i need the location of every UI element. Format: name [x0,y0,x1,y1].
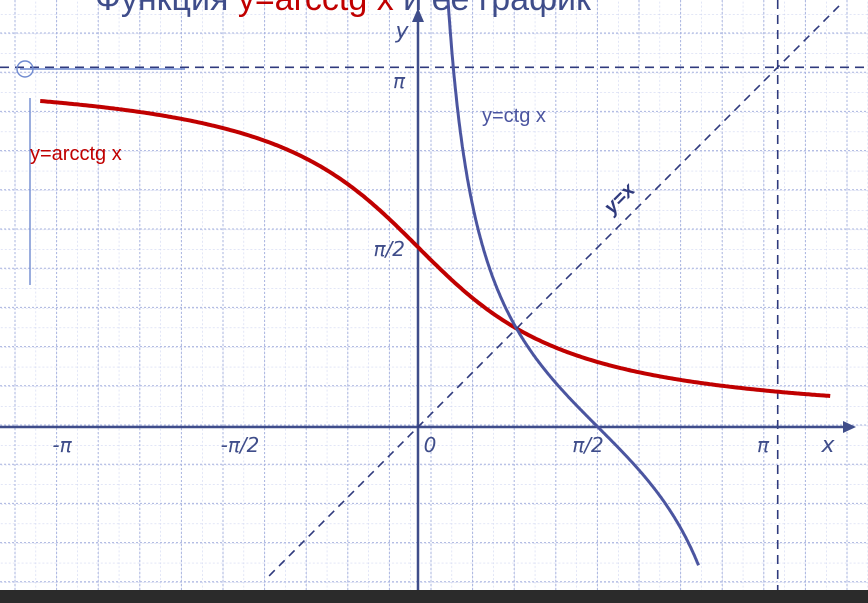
title-suffix: и ее график [394,0,592,18]
x-tick-label: -π [52,433,72,457]
chart-title: Функция y=arcctg x и ее график [95,0,592,18]
grid-lines [0,0,868,590]
guide-lines [0,0,868,590]
y-axis-arrow [412,8,424,22]
x-tick-label: π/2 [572,433,604,457]
x-tick-label: π [757,433,770,457]
y-tick-label: π [393,69,406,93]
series-ctg [446,0,700,566]
grid-background [0,0,868,590]
decor-circle [16,60,34,78]
x-axis-arrow [843,421,856,433]
x-axis-label: x [820,433,835,458]
curves [40,0,843,577]
series-arcctg [40,99,831,398]
series-label-ctg: y=ctg x [482,105,546,127]
axes [0,8,856,590]
x-tick-label: -π/2 [221,433,260,457]
y-tick-label: π/2 [373,237,405,261]
bottom-bar [0,590,868,603]
title-highlight: y=arcctg x [238,0,394,18]
x-tick-label: 0 [424,433,437,457]
title-prefix: Функция [95,0,238,18]
y-axis-label: y [394,19,409,44]
series-identity [268,2,843,577]
series-label-arcctg: y=arcctg x [30,143,122,165]
